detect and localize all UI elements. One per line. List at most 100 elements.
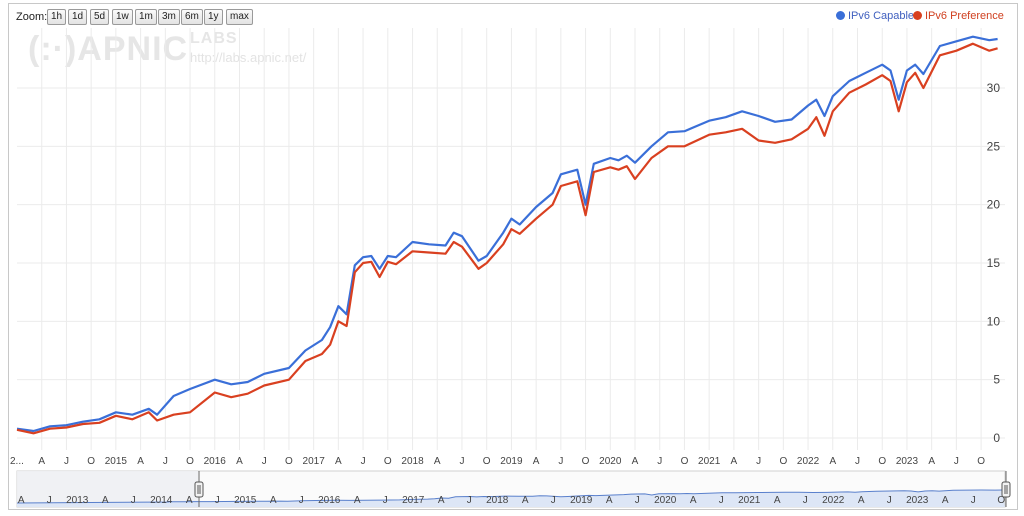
x-tick-label: O [186,456,194,467]
apnic-url-watermark: http://labs.apnic.net/ [190,50,307,65]
x-tick-label: O [681,456,689,467]
navigator-label: J [635,495,640,506]
zoom-button-1h[interactable]: 1h [47,9,67,25]
navigator-label: J [383,495,388,506]
x-tick-label: O [779,456,787,467]
x-tick-label: A [137,456,144,467]
x-tick-label: O [483,456,491,467]
navigator-label: 2015 [234,495,257,506]
x-tick-label: J [262,456,267,467]
x-tick-label: J [657,456,662,467]
navigator-label: J [803,495,808,506]
x-tick-label: 2020 [599,456,622,467]
x-tick-label: J [361,456,366,467]
y-tick-label: 20 [987,198,1001,212]
x-tick-label: A [236,456,243,467]
navigator-label: A [438,495,445,506]
navigator-label: J [131,495,136,506]
x-tick-label: 2018 [401,456,424,467]
series-line-preference[interactable] [16,42,998,435]
zoom-button-1y[interactable]: 1y [204,9,223,25]
series-line-capable[interactable] [16,35,998,433]
x-tick-label: O [384,456,392,467]
navigator-label: 2021 [738,495,761,506]
zoom-button-3m[interactable]: 3m [158,9,180,25]
navigator-label: A [522,495,529,506]
x-tick-label: J [64,456,69,467]
navigator-label: O [997,495,1005,506]
navigator-label: A [774,495,781,506]
navigator-handle-left[interactable] [194,481,204,498]
navigator-series-line [16,489,1003,504]
x-tick-label: 2022 [797,456,820,467]
x-tick-label: 2019 [500,456,523,467]
navigator-label: J [215,495,220,506]
navigator-label: A [690,495,697,506]
zoom-button-5d[interactable]: 5d [90,9,110,25]
zoom-button-1d[interactable]: 1d [68,9,88,25]
navigator-label: 2022 [822,495,845,506]
legend-label-preference: IPv6 Preference [925,10,1004,22]
x-tick-label: A [533,456,540,467]
navigator-label: J [971,495,976,506]
navigator-label: 2020 [654,495,677,506]
x-tick-label: 2017 [303,456,326,467]
x-tick-label: O [878,456,886,467]
x-tick-label: 2021 [698,456,721,467]
x-tick-label: J [558,456,563,467]
x-tick-label: O [285,456,293,467]
zoom-button-6m[interactable]: 6m [181,9,203,25]
y-tick-label: 5 [993,373,1000,387]
navigator-label: 2017 [402,495,425,506]
legend-item-preference[interactable]: IPv6 Preference [913,10,1004,22]
navigator-label: J [719,495,724,506]
navigator-label: J [467,495,472,506]
x-tick-label: 2015 [105,456,128,467]
legend-item-capable[interactable]: IPv6 Capable [836,10,914,22]
navigator-label: A [270,495,277,506]
y-tick-label: 15 [987,256,1001,270]
y-tick-label: 25 [987,139,1001,153]
x-tick-label: J [756,456,761,467]
x-tick-label: 2... [10,456,24,467]
x-tick-label: A [731,456,738,467]
apnic-logo-watermark: (:·)APNIC [28,30,189,68]
capable-dot-icon [836,11,845,20]
navigator-area [17,490,1005,507]
navigator-label: A [606,495,613,506]
navigator-label: A [354,495,361,506]
navigator-label: J [887,495,892,506]
y-tick-label: 30 [987,81,1001,95]
navigator-label: 2023 [906,495,929,506]
navigator-label: J [299,495,304,506]
x-tick-label: J [163,456,168,467]
zoom-label: Zoom: [16,11,48,23]
navigator-label: 2019 [570,495,593,506]
y-tick-label: 0 [993,431,1000,445]
navigator-label: 2013 [66,495,89,506]
x-tick-label: J [855,456,860,467]
x-tick-label: A [38,456,45,467]
x-tick-label: A [632,456,639,467]
navigator-label: J [551,495,556,506]
navigator-label: 2014 [150,495,173,506]
navigator-label: A [858,495,865,506]
zoom-button-1m[interactable]: 1m [135,9,157,25]
navigator-label: A [102,495,109,506]
y-tick-label: 10 [987,314,1001,328]
navigator-label: A [186,495,193,506]
navigator-label: A [942,495,949,506]
zoom-button-1w[interactable]: 1w [112,9,133,25]
navigator-handle-right[interactable] [1001,481,1011,498]
preference-dot-icon [913,11,922,20]
navigator-label: A [18,495,25,506]
x-tick-label: 2023 [896,456,919,467]
x-tick-label: O [87,456,95,467]
zoom-button-max[interactable]: max [226,9,253,25]
x-tick-label: A [434,456,441,467]
x-tick-label: J [459,456,464,467]
x-tick-label: O [582,456,590,467]
navigator-mask-left [17,471,198,507]
apnic-labs-watermark: LABS [190,30,238,47]
